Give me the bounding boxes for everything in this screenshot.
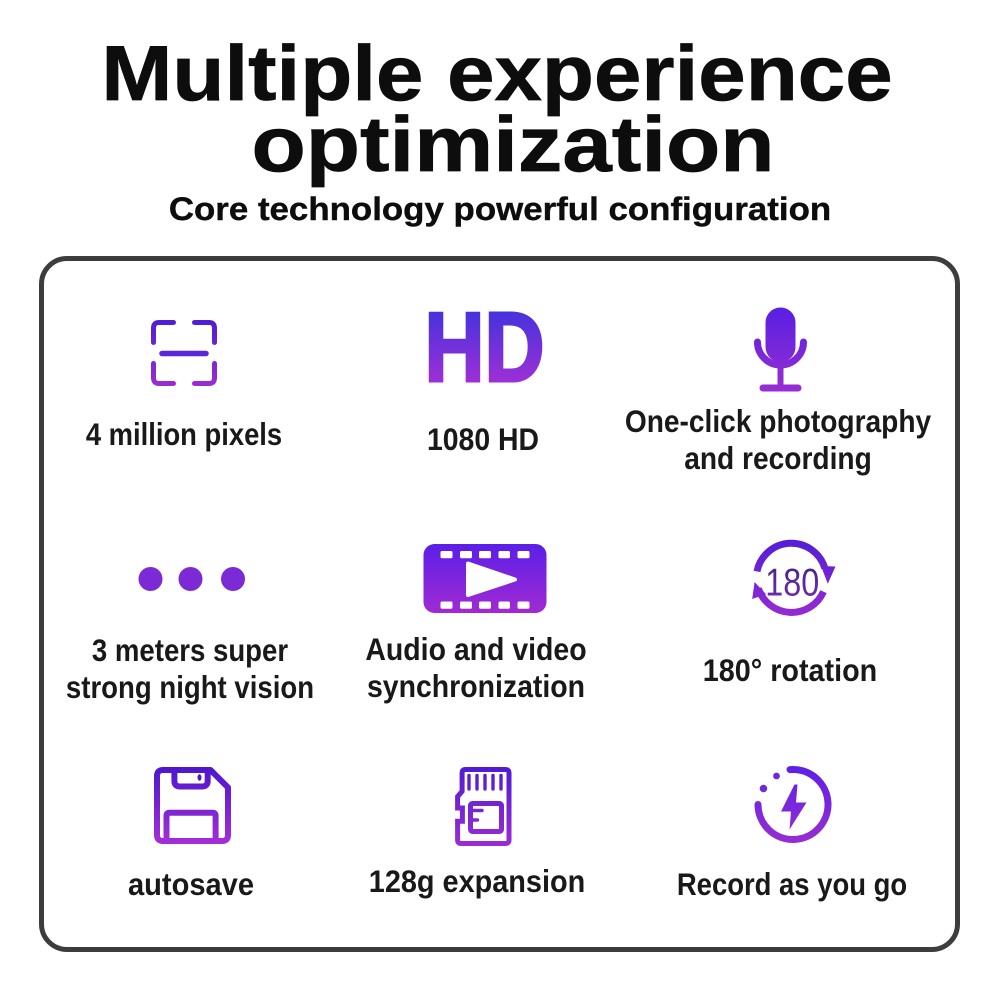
svg-text:HD: HD — [425, 292, 545, 390]
svg-text:180: 180 — [765, 562, 819, 605]
